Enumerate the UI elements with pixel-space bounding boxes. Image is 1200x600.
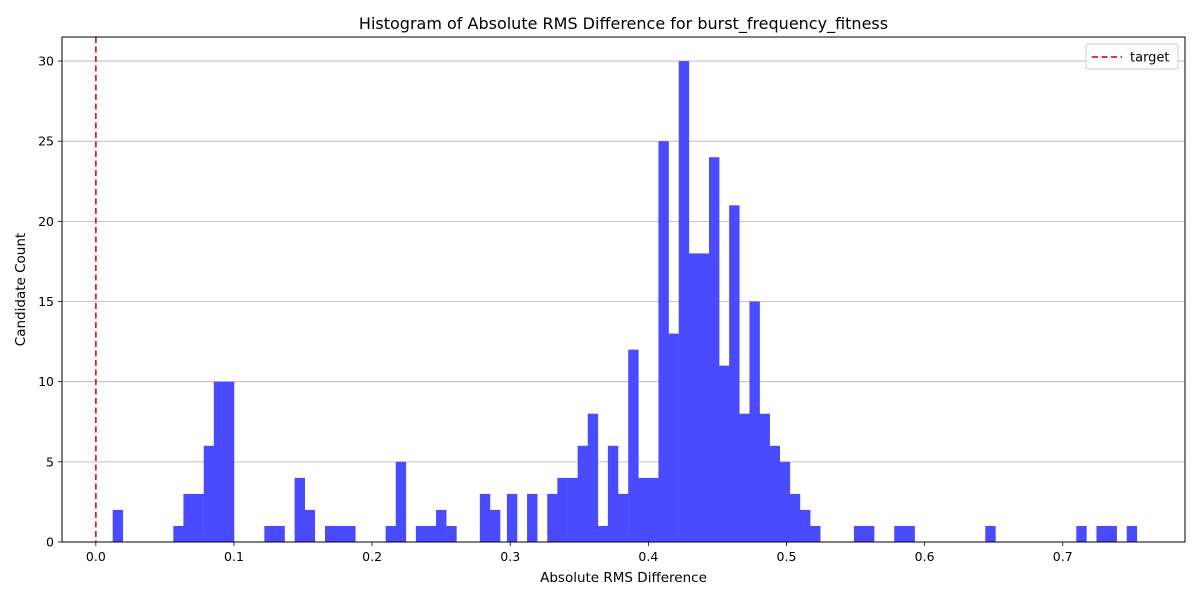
grid-layer [62, 60, 1185, 463]
legend-box [1085, 43, 1179, 70]
x-tick-label: 0.5 [777, 549, 797, 564]
histogram-bar [668, 333, 679, 542]
ticks-layer: 0.0 0.1 0.2 0.3 0.4 0.5 0.6 0.7 0 5 10 15 20 25 30 [38, 54, 1073, 564]
histogram-bar [264, 525, 275, 542]
x-tick-label: 0.2 [362, 549, 382, 564]
histogram-bar [395, 461, 407, 542]
histogram-bar [325, 525, 336, 542]
histogram-bar [274, 525, 285, 542]
histogram-bar [567, 477, 578, 542]
histogram-bar [479, 493, 491, 542]
histogram-bar [193, 493, 204, 542]
y-tick-label: 20 [38, 214, 54, 229]
histogram-bar [638, 477, 649, 542]
y-tick-label: 10 [38, 374, 54, 389]
histogram-bar [345, 525, 356, 542]
chart-title: Histogram of Absolute RMS Difference for… [359, 14, 888, 34]
histogram-bar [739, 413, 750, 542]
histogram-bar [213, 381, 225, 542]
histogram-bar [304, 509, 316, 542]
y-tick-label: 25 [38, 134, 54, 149]
y-axis-title: Candidate Count [13, 233, 29, 346]
histogram-bar [678, 61, 690, 543]
histogram-bar [223, 381, 235, 542]
x-tick-label: 0.0 [86, 549, 106, 564]
histogram-bar [587, 413, 599, 542]
histogram-bar [863, 525, 875, 542]
histogram-bar [415, 525, 427, 542]
histogram-bar [527, 493, 538, 542]
histogram-bar [698, 253, 710, 542]
histogram-bar [294, 477, 305, 542]
y-tick-label: 30 [38, 54, 54, 69]
histogram-bar [853, 525, 865, 542]
histogram-bar [779, 461, 791, 542]
histogram-bar [1126, 525, 1138, 542]
histogram-bar [658, 141, 669, 542]
histogram-bar [385, 525, 397, 542]
histogram-bar [577, 445, 589, 542]
histogram-bar [203, 445, 215, 542]
x-tick-label: 0.3 [500, 549, 520, 564]
y-tick-label: 0 [46, 535, 54, 550]
histogram-bar [1106, 525, 1117, 542]
histogram-bar [1076, 525, 1087, 542]
histogram-bar [719, 365, 730, 542]
histogram-bar [446, 525, 457, 542]
histogram-bar [769, 445, 781, 542]
histogram-bar [759, 413, 770, 542]
histogram-bar [800, 509, 811, 542]
histogram-bar [183, 493, 194, 542]
x-axis-title: Absolute RMS Difference [540, 570, 707, 586]
y-tick-label: 15 [38, 294, 54, 309]
histogram-bar [749, 301, 760, 542]
histogram-bar [904, 525, 915, 542]
histogram-bar [335, 525, 346, 542]
histogram-bar [810, 525, 821, 542]
histogram-bar [489, 509, 501, 542]
histogram-bar [688, 253, 700, 542]
histogram-bar [112, 509, 124, 542]
histogram-bar [557, 477, 568, 542]
histogram-bar [985, 525, 996, 542]
histogram-bar [425, 525, 437, 542]
bars-layer [112, 61, 1138, 543]
x-tick-label: 0.7 [1053, 549, 1073, 564]
histogram-bar [597, 525, 609, 542]
histogram-bar [648, 477, 659, 542]
histogram-bar [506, 493, 518, 542]
x-tick-label: 0.6 [915, 549, 935, 564]
legend-label-target: target [1130, 51, 1170, 66]
histogram-bar [729, 205, 740, 543]
x-tick-label: 0.4 [638, 549, 658, 564]
histogram-bar [173, 525, 184, 542]
histogram-bar [1096, 525, 1107, 542]
histogram-bar [894, 525, 905, 542]
histogram-bar [436, 509, 447, 542]
histogram-bar [617, 493, 629, 542]
histogram-bar [789, 493, 801, 542]
histogram-bar [709, 157, 720, 542]
histogram-bar [547, 493, 558, 542]
histogram-bar [628, 349, 639, 542]
y-tick-label: 5 [46, 454, 54, 469]
legend: target [1085, 43, 1179, 70]
plot-frame [61, 36, 1186, 543]
x-tick-label: 0.1 [224, 549, 244, 564]
histogram-bar [607, 445, 619, 542]
